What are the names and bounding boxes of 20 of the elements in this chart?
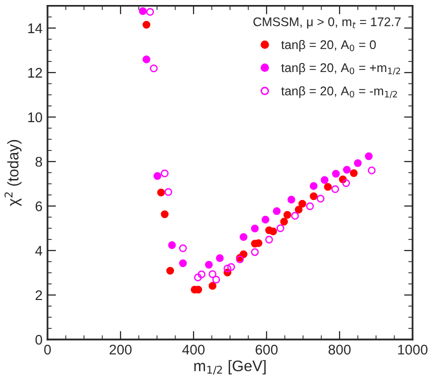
x-tick-label: 400 xyxy=(182,344,205,355)
legend-title: CMSSM, μ > 0, m$_{t}$ = 172.7 xyxy=(253,17,401,29)
y-tick-label: 10 xyxy=(28,112,42,122)
y-tick-label: 2 xyxy=(36,290,42,300)
y-tick-label: 8 xyxy=(36,156,42,167)
y-tick-label: 4 xyxy=(35,246,42,256)
y-tick-label: 6 xyxy=(36,201,42,212)
legend-label: tanβ = 20, A$_{0}$ = 0 xyxy=(281,40,376,52)
x-axis-title: m$_{1/2}$ [GeV] xyxy=(194,360,266,375)
x-tick-label: 0 xyxy=(44,344,51,355)
legend-label: tanβ = 20, A$_{0}$ = -m$_{1/2}$ xyxy=(281,86,397,98)
x-tick-label: 1000 xyxy=(398,344,428,355)
x-tick-label: 800 xyxy=(328,344,351,355)
y-tick-label: 12 xyxy=(28,68,42,78)
y-tick-label: 14 xyxy=(28,24,42,34)
legend-label: tanβ = 20, A$_{0}$ = +m$_{1/2}$ xyxy=(281,62,400,75)
y-axis-title: χ$^{2}$ (today) xyxy=(4,140,22,206)
x-tick-label: 200 xyxy=(110,344,132,355)
y-tick-label: 0 xyxy=(35,334,42,345)
x-tick-label: 600 xyxy=(256,344,278,355)
